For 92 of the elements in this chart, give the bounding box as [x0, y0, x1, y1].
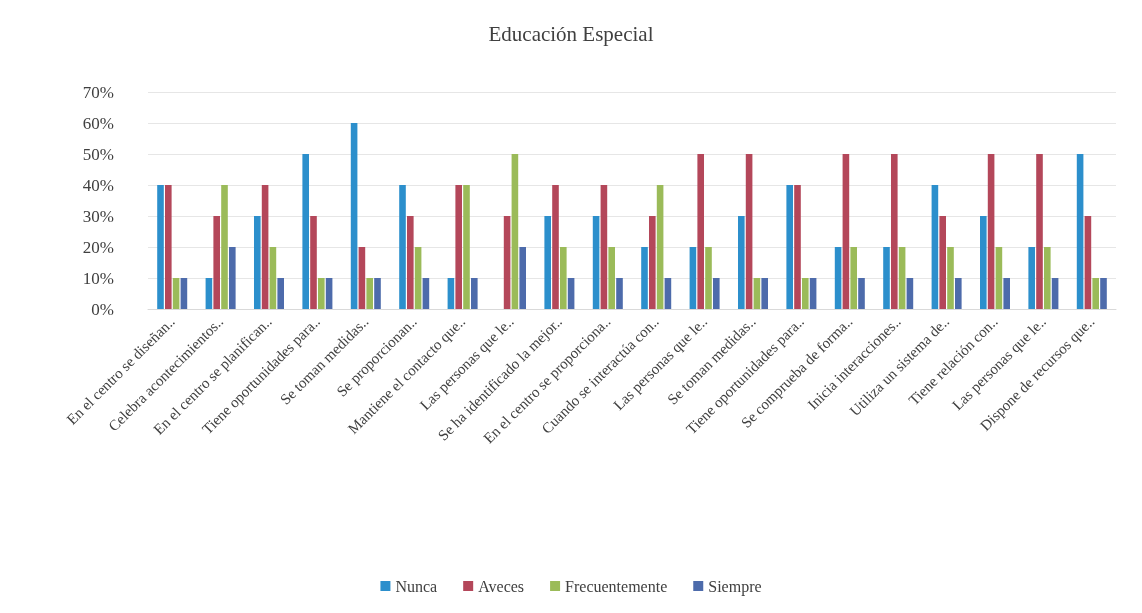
bar	[350, 123, 358, 309]
bar	[842, 154, 850, 309]
bar	[157, 185, 164, 309]
bar	[850, 247, 857, 309]
y-tick-label: 40%	[82, 175, 114, 195]
bar	[931, 185, 939, 309]
bar	[1076, 154, 1084, 309]
bar	[559, 247, 567, 309]
bar	[422, 278, 430, 309]
bar	[891, 154, 898, 309]
y-tick-label: 20%	[82, 237, 114, 257]
bar	[205, 278, 213, 309]
legend-label: Nunca	[395, 577, 438, 595]
bar	[302, 154, 310, 309]
y-tick-label: 50%	[82, 144, 114, 164]
y-tick-label: 70%	[82, 82, 114, 102]
y-tick-label: 60%	[82, 113, 114, 133]
bar	[600, 185, 608, 309]
y-tick-label: 10%	[82, 268, 114, 288]
bar	[898, 247, 906, 309]
bar	[954, 278, 962, 309]
bar	[1036, 154, 1043, 309]
bar	[269, 247, 277, 309]
bar	[987, 154, 995, 309]
bar	[165, 185, 172, 309]
bar	[1043, 247, 1051, 309]
bar	[649, 216, 656, 309]
bar	[172, 278, 180, 309]
bar	[519, 247, 526, 309]
bar	[414, 247, 422, 309]
bar	[366, 278, 373, 309]
bar	[1003, 278, 1010, 309]
bar	[738, 216, 745, 309]
bar	[1028, 247, 1036, 309]
bar	[834, 247, 842, 309]
y-tick-label: 30%	[82, 206, 114, 226]
bar	[794, 185, 801, 309]
y-tick-label: 0%	[91, 299, 114, 319]
bar	[503, 216, 511, 309]
bar	[592, 216, 600, 309]
bar	[455, 185, 463, 309]
bar	[261, 185, 269, 309]
bar	[470, 278, 478, 309]
chart-title: Educación Especial	[488, 21, 654, 46]
bar	[712, 278, 720, 309]
bar	[180, 278, 188, 309]
bar	[407, 216, 414, 309]
legend-label: Aveces	[478, 577, 525, 595]
bar	[656, 185, 664, 309]
legend-label: Siempre	[708, 577, 762, 596]
bar	[786, 185, 794, 309]
bar	[325, 278, 333, 309]
bar	[277, 278, 284, 309]
bar	[310, 216, 317, 309]
bar	[801, 278, 809, 309]
bar	[511, 154, 519, 309]
bar	[608, 247, 615, 309]
bar	[753, 278, 761, 309]
bar	[1084, 216, 1092, 309]
bar	[858, 278, 865, 309]
bar	[358, 247, 366, 309]
bar	[883, 247, 890, 309]
bar	[809, 278, 817, 309]
bar	[745, 154, 753, 309]
bar	[221, 185, 228, 309]
bar	[947, 247, 954, 309]
bar	[939, 216, 947, 309]
bar	[317, 278, 325, 309]
bar	[254, 216, 261, 309]
bar	[544, 216, 552, 309]
bar	[995, 247, 1003, 309]
bar	[374, 278, 381, 309]
bar	[447, 278, 455, 309]
legend-label: Frecuentemente	[565, 577, 668, 595]
bar	[1092, 278, 1099, 309]
bar	[641, 247, 648, 309]
bar	[1051, 278, 1059, 309]
bar	[761, 278, 768, 309]
bar	[705, 247, 712, 309]
bar	[689, 247, 697, 309]
bar	[1100, 278, 1107, 309]
bar	[228, 247, 236, 309]
bar	[463, 185, 470, 309]
bar	[697, 154, 705, 309]
bar	[552, 185, 559, 309]
bar	[664, 278, 672, 309]
bar	[213, 216, 221, 309]
bar	[980, 216, 987, 309]
bar	[567, 278, 575, 309]
bar	[906, 278, 914, 309]
bar	[616, 278, 623, 309]
bar	[399, 185, 406, 309]
